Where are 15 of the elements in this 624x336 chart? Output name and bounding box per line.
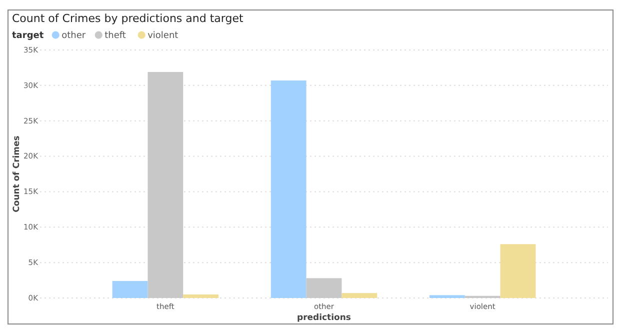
- legend-label: other: [62, 31, 86, 41]
- legend-title: target: [12, 31, 44, 41]
- legend-label: violent: [148, 31, 179, 41]
- bar: [429, 295, 465, 298]
- bar: [183, 294, 219, 298]
- chart-title: Count of Crimes by predictions and target: [12, 12, 244, 25]
- x-axis-title: predictions: [296, 313, 352, 323]
- bar: [306, 278, 342, 298]
- bar: [112, 280, 148, 298]
- bar: [500, 244, 536, 298]
- y-axis-title: Count of Crimes: [12, 136, 22, 212]
- legend-label: theft: [104, 31, 126, 41]
- bar: [342, 293, 378, 298]
- bar: [270, 80, 306, 298]
- bar: [148, 72, 184, 298]
